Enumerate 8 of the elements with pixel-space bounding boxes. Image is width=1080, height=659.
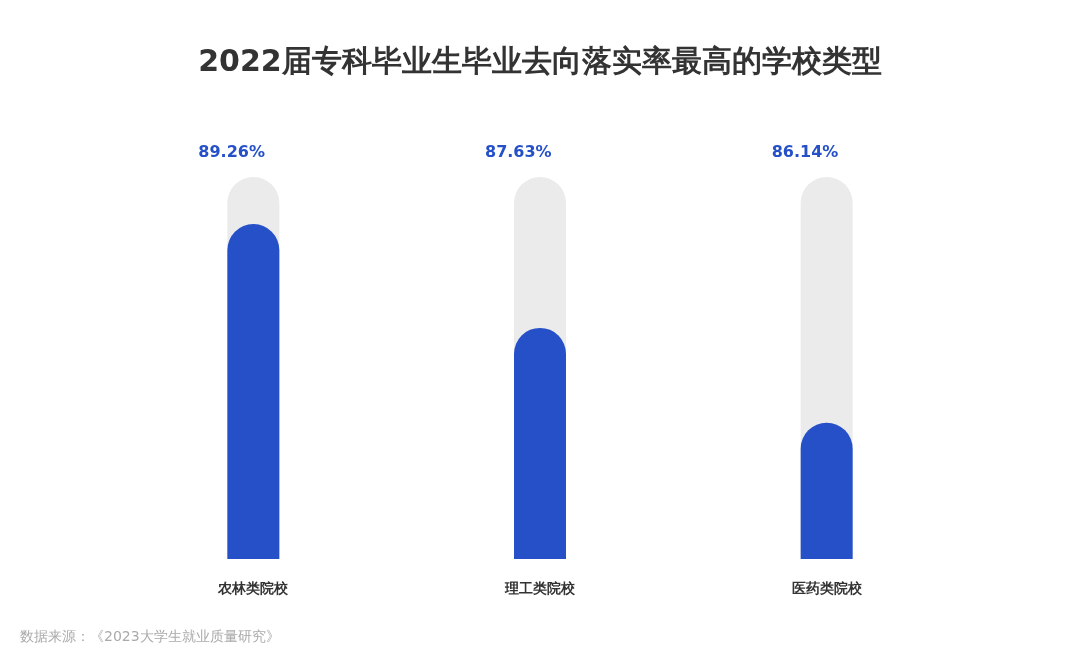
data-label: 87.63% [485,141,552,161]
x-tick-label: 农林类院校 [217,580,290,596]
x-tick-label: 理工类院校 [504,580,576,596]
x-tick-label: 医药类院校 [791,580,863,596]
source-note: 数据来源：《2023大学生就业质量研究》 [20,628,280,644]
data-label: 89.26% [198,141,265,161]
chart-title: 2022届专科毕业生毕业去向落实率最高的学校类型 [198,42,882,78]
data-label: 86.14% [771,141,839,161]
